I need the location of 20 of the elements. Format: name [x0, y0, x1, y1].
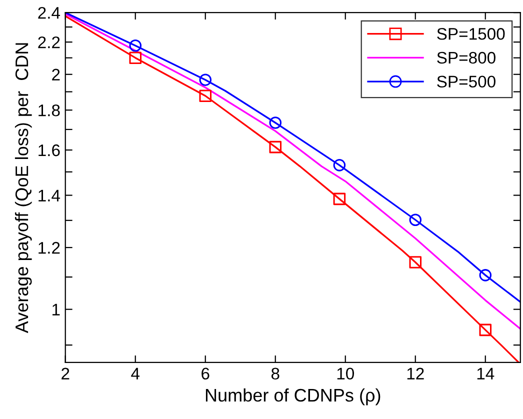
y-tick-label: 2.4 — [38, 6, 60, 19]
y-tick-label: 1 — [52, 304, 60, 316]
x-tick-label: 12 — [407, 368, 424, 380]
x-tick-label: 6 — [202, 368, 210, 380]
x-axis-title: Number of CDNPs (ρ) — [206, 388, 380, 406]
legend-label: SP=1500 — [437, 28, 505, 40]
legend-label: SP=500 — [437, 76, 496, 88]
y-tick-label: 1.6 — [38, 144, 60, 156]
x-tick-label: 10 — [337, 368, 354, 380]
y-tick-label: 1.2 — [38, 242, 60, 254]
y-tick-label: 2.2 — [38, 36, 60, 48]
y-tick-label: 1.8 — [38, 104, 60, 116]
y-axis-title: Average payoff (QoE loss) per CDN — [14, 43, 32, 334]
legend-label: SP=800 — [437, 52, 496, 64]
x-tick-label: 4 — [131, 368, 140, 380]
y-tick-label: 1.4 — [38, 190, 60, 202]
y-tick-label: 2 — [52, 68, 60, 80]
x-tick-label: 2 — [62, 368, 70, 380]
x-tick-label: 8 — [271, 368, 280, 380]
x-tick-label: 14 — [477, 368, 494, 380]
